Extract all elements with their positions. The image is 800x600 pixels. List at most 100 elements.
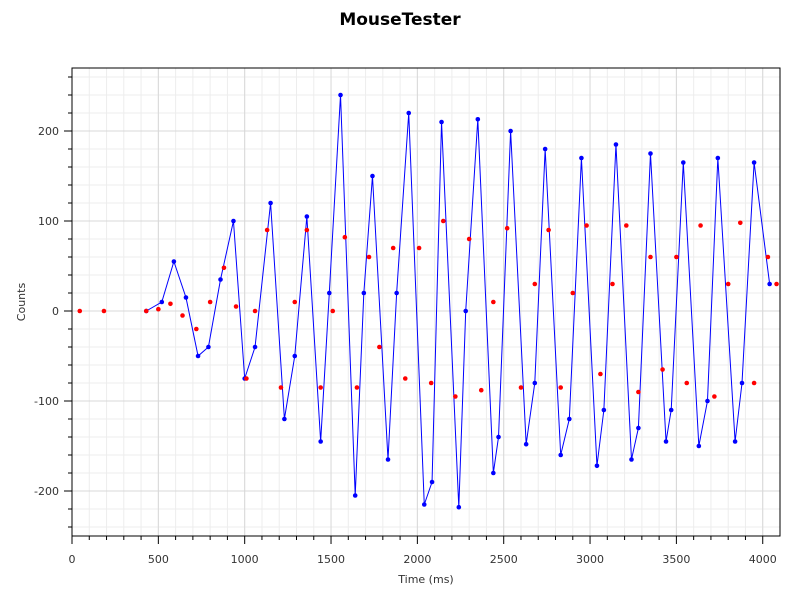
data-point <box>558 452 563 458</box>
axes: 0 500 1000 1500 2000 2500 3000 3500 4000-200-100… <box>34 76 777 566</box>
data-point <box>206 344 211 350</box>
data-point <box>648 151 653 156</box>
data-point <box>326 290 332 296</box>
data-point <box>584 223 589 228</box>
data-point <box>440 218 446 224</box>
grid-lines <box>71 68 780 536</box>
data-point <box>680 160 686 165</box>
chart-title: MouseTester <box>339 10 461 30</box>
data-point <box>385 457 391 462</box>
data-point <box>532 281 538 287</box>
data-point <box>698 223 703 228</box>
data-point <box>183 295 189 300</box>
data-point <box>636 425 641 431</box>
y-axis-label: Counts <box>15 283 28 322</box>
x-tick-label: 3000 <box>576 553 604 566</box>
data-point <box>660 367 665 372</box>
data-point <box>610 281 615 287</box>
x-tick-label: 2000 <box>403 553 431 566</box>
data-point <box>429 479 435 485</box>
data-point <box>613 142 619 147</box>
data-point <box>542 146 548 152</box>
data-point <box>715 155 721 161</box>
data-point <box>159 299 165 305</box>
data-point <box>594 463 600 469</box>
x-tick-label: 1500 <box>317 553 345 566</box>
x-axis-label: Time (ms) <box>397 573 453 586</box>
data-point <box>668 407 674 413</box>
data-point <box>508 128 513 134</box>
data-point <box>579 155 584 161</box>
data-point <box>252 344 258 350</box>
data-point <box>168 301 173 307</box>
data-point <box>338 92 343 98</box>
data-point <box>402 376 408 381</box>
x-tick-label: 3500 <box>662 553 690 566</box>
data-point <box>156 306 161 312</box>
data-point <box>532 380 538 386</box>
data-point <box>601 407 607 413</box>
y-tick-label: 200 <box>38 125 59 138</box>
series-1 <box>77 218 779 399</box>
data-point <box>453 394 458 399</box>
data-point <box>518 385 524 390</box>
data-point <box>439 119 444 125</box>
data-point <box>195 353 201 359</box>
data-point <box>567 416 572 422</box>
x-tick-label: 0 <box>69 553 76 566</box>
data-point <box>292 353 298 359</box>
data-point <box>463 308 469 314</box>
series-line <box>146 94 771 508</box>
data-point <box>684 380 690 386</box>
data-point <box>767 281 772 287</box>
data-point <box>268 200 273 206</box>
data-point <box>330 308 336 314</box>
data-point <box>629 457 634 462</box>
data-point <box>491 470 496 476</box>
data-point <box>598 371 603 377</box>
data-point <box>496 434 501 440</box>
data-point <box>233 304 239 309</box>
data-point <box>774 281 779 287</box>
x-tick-label: 4000 <box>749 553 777 566</box>
data-point <box>421 502 427 507</box>
data-point <box>366 254 372 260</box>
data-point <box>428 380 434 386</box>
data-point <box>751 380 757 386</box>
data-point <box>663 439 669 444</box>
y-tick-label: -100 <box>34 395 59 408</box>
data-point <box>221 265 227 271</box>
data-point <box>504 225 510 231</box>
data-point <box>636 389 641 395</box>
data-point <box>194 326 199 332</box>
data-point <box>737 220 743 226</box>
data-point <box>218 277 223 282</box>
plot-area <box>72 68 780 536</box>
data-point <box>456 504 462 510</box>
data-point <box>282 416 287 422</box>
x-tick-label: 1000 <box>231 553 259 566</box>
data-point <box>377 344 382 350</box>
data-point <box>101 308 107 314</box>
data-point <box>252 308 258 314</box>
data-point <box>304 227 310 233</box>
data-point <box>304 214 310 219</box>
data-point <box>674 254 679 260</box>
data-point <box>390 245 396 251</box>
data-point <box>624 223 629 228</box>
data-point <box>278 385 284 390</box>
data-point <box>725 281 731 287</box>
data-point <box>491 299 496 305</box>
data-point <box>352 493 358 498</box>
data-point <box>394 290 399 296</box>
data-point <box>570 290 576 296</box>
data-point <box>765 254 771 260</box>
data-point <box>77 308 83 314</box>
data-point <box>244 376 249 381</box>
data-point <box>207 299 213 305</box>
data-point <box>370 173 375 179</box>
data-point <box>648 254 653 260</box>
data-point <box>406 110 412 116</box>
data-point <box>143 308 149 314</box>
